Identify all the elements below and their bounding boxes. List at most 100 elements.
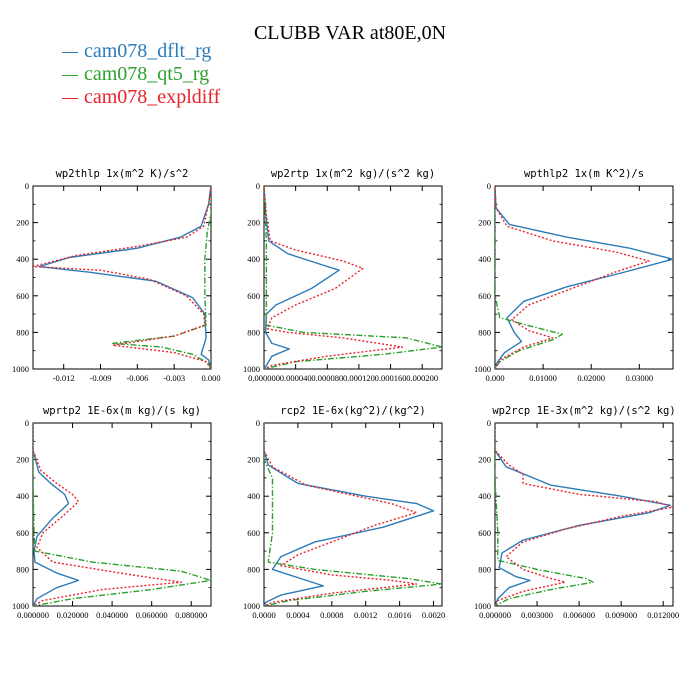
- plot-frame: [263, 185, 443, 370]
- y-tick-label: 0: [25, 418, 29, 428]
- y-tick-label: 200: [16, 455, 29, 465]
- y-tick-label: 0: [256, 181, 260, 191]
- x-tick-label: 0.000120: [343, 373, 375, 383]
- y-tick-label: 800: [16, 564, 29, 574]
- chart-panel-5: rcp2 1E-6x(kg^2)/(kg^2) 0 200 400 600 800 1000…: [243, 405, 445, 620]
- x-tick-label: 0.000080: [311, 373, 343, 383]
- series-line-1: [495, 186, 673, 369]
- y-tick-label: 600: [478, 528, 491, 538]
- plot-frame: [32, 185, 212, 370]
- y-tick-label: 400: [16, 491, 29, 501]
- x-tick-label: 0.006000: [563, 610, 595, 620]
- plot-frame: [32, 422, 212, 607]
- y-tick-label: 800: [247, 564, 260, 574]
- chart-panel-4: wprtp2 1E-6x(m kg)/(s kg) 0 200 400 600 800 10…: [12, 405, 212, 620]
- y-tick-label: 200: [478, 218, 491, 228]
- x-tick-label: 0.040000: [96, 610, 128, 620]
- legend: cam078_dflt_rg cam078_qt5_rg cam078_expl…: [62, 40, 220, 109]
- series-line-2: [112, 186, 211, 369]
- series-line-2: [495, 423, 594, 606]
- series-line-3: [33, 423, 183, 606]
- chart-title: wpthlp2 1x(m K^2)/s: [524, 168, 644, 180]
- y-tick-label: 0: [256, 418, 260, 428]
- series-line-1: [264, 423, 435, 606]
- legend-item-expldiff: cam078_expldiff: [62, 86, 220, 109]
- y-tick-label: 200: [247, 218, 260, 228]
- y-tick-label: 400: [16, 254, 29, 264]
- x-tick-label: 0.02000: [577, 373, 605, 383]
- series-line-2: [264, 186, 442, 369]
- y-tick-label: 0: [487, 418, 491, 428]
- legend-item-qt5: cam078_qt5_rg: [62, 63, 220, 86]
- chart-panel-1: wp2thlp 1x(m^2 K)/s^2 0 200 400 600 800 1000 -0…: [12, 168, 221, 383]
- x-tick-label: 0.000000: [17, 610, 49, 620]
- x-tick-label: 0.0016: [388, 610, 411, 620]
- series-line-3: [264, 423, 418, 606]
- x-tick-label: -0.003: [163, 373, 185, 383]
- y-tick-label: 1000: [474, 364, 491, 374]
- x-tick-label: -0.012: [53, 373, 75, 383]
- x-tick-label: 0.0000: [252, 610, 275, 620]
- chart-title: wprtp2 1E-6x(m kg)/(s kg): [43, 405, 201, 417]
- y-tick-label: 1000: [474, 601, 491, 611]
- chart-panel-6: wp2rcp 1E-3x(m^2 kg)/(s^2 kg)0 200 400 600 8…: [474, 405, 679, 620]
- series-line-3: [495, 186, 650, 369]
- legend-swatch-expldiff: [62, 98, 78, 99]
- y-tick-label: 600: [247, 291, 260, 301]
- x-tick-label: 0.0008: [320, 610, 343, 620]
- y-tick-label: 1000: [243, 601, 260, 611]
- y-tick-label: 200: [478, 455, 491, 465]
- series-line-1: [38, 186, 211, 369]
- y-tick-label: 1000: [12, 601, 29, 611]
- chart-title: wp2rtp 1x(m^2 kg)/(s^2 kg): [271, 168, 435, 180]
- x-tick-label: 0.080000: [175, 610, 207, 620]
- chart-panel-3: wpthlp2 1x(m K^2)/s 0 200 400 600 800 10000.00…: [474, 168, 674, 383]
- x-tick-label: 0.03000: [626, 373, 654, 383]
- x-tick-label: 0.003000: [521, 610, 553, 620]
- series-line-3: [264, 186, 404, 369]
- x-tick-label: 0.012000: [647, 610, 679, 620]
- chart-title: rcp2 1E-6x(kg^2)/(kg^2): [280, 405, 425, 417]
- x-tick-label: 0.009000: [605, 610, 637, 620]
- y-tick-label: 600: [247, 528, 260, 538]
- y-tick-label: 0: [487, 181, 491, 191]
- y-tick-label: 1000: [243, 364, 260, 374]
- legend-swatch-dflt: [62, 52, 78, 53]
- x-tick-label: 0.0020: [422, 610, 445, 620]
- x-tick-label: 0.000: [201, 373, 220, 383]
- y-tick-label: 800: [16, 327, 29, 337]
- x-tick-label: 0.01000: [529, 373, 557, 383]
- y-tick-label: 600: [478, 291, 491, 301]
- y-tick-label: 400: [247, 491, 260, 501]
- x-tick-label: 0.0004: [286, 610, 310, 620]
- y-tick-label: 400: [478, 254, 491, 264]
- legend-item-dflt: cam078_dflt_rg: [62, 40, 220, 63]
- y-tick-label: 1000: [12, 364, 29, 374]
- series-line-3: [495, 423, 673, 606]
- x-tick-label: 0.000040: [280, 373, 312, 383]
- series-line-1: [33, 423, 80, 606]
- y-tick-label: 800: [478, 327, 491, 337]
- series-line-2: [495, 186, 564, 369]
- series-line-1: [495, 423, 671, 606]
- legend-label-qt5: cam078_qt5_rg: [84, 63, 210, 85]
- y-tick-label: 400: [478, 491, 491, 501]
- x-tick-label: 0.060000: [136, 610, 168, 620]
- legend-swatch-qt5: [62, 75, 78, 76]
- x-tick-label: -0.006: [126, 373, 148, 383]
- chart-panel-2: wp2rtp 1x(m^2 kg)/(s^2 kg) 0 200 400 600 800 1…: [243, 168, 443, 383]
- x-tick-label: 0.020000: [57, 610, 89, 620]
- plot-frame: [263, 422, 443, 607]
- x-tick-label: 0.000000: [479, 610, 511, 620]
- series-line-2: [264, 423, 442, 606]
- figure-title: CLUBB VAR at80E,0N: [253, 22, 447, 44]
- x-tick-label: -0.009: [90, 373, 112, 383]
- legend-label-expldiff: cam078_expldiff: [84, 86, 221, 108]
- chart-title: wp2thlp 1x(m^2 K)/s^2: [56, 168, 189, 180]
- x-tick-label: 0.000160: [375, 373, 407, 383]
- y-tick-label: 800: [478, 564, 491, 574]
- legend-label-dflt: cam078_dflt_rg: [84, 40, 212, 62]
- y-tick-label: 200: [16, 218, 29, 228]
- x-tick-label: 0.000000: [248, 373, 280, 383]
